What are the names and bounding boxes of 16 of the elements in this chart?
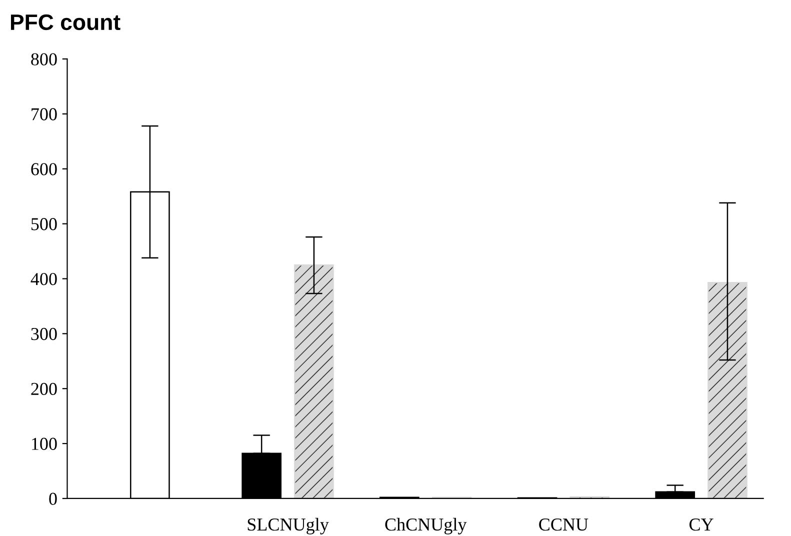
x-tick-label: CY bbox=[689, 518, 714, 531]
y-tick-label: 700 bbox=[32, 108, 57, 120]
x-tick-label: CCNU bbox=[539, 518, 588, 531]
x-tick-label: SLCNUgly bbox=[248, 518, 329, 534]
y-tick-label: 200 bbox=[31, 382, 57, 396]
y-tick-label: 400 bbox=[30, 272, 57, 286]
bar bbox=[708, 282, 748, 498]
y-tick-label: 300 bbox=[31, 328, 57, 340]
chart-title: PFC count bbox=[10, 14, 120, 30]
x-tick-label: ChCNUgly bbox=[385, 518, 467, 534]
y-tick-label: 600 bbox=[31, 163, 57, 176]
y-tick-label: 800 bbox=[31, 53, 57, 66]
y-tick-label: 500 bbox=[31, 218, 57, 230]
y-tick-label: 100 bbox=[32, 438, 57, 450]
y-tick-label: 0 bbox=[49, 492, 57, 505]
bar bbox=[294, 264, 334, 498]
